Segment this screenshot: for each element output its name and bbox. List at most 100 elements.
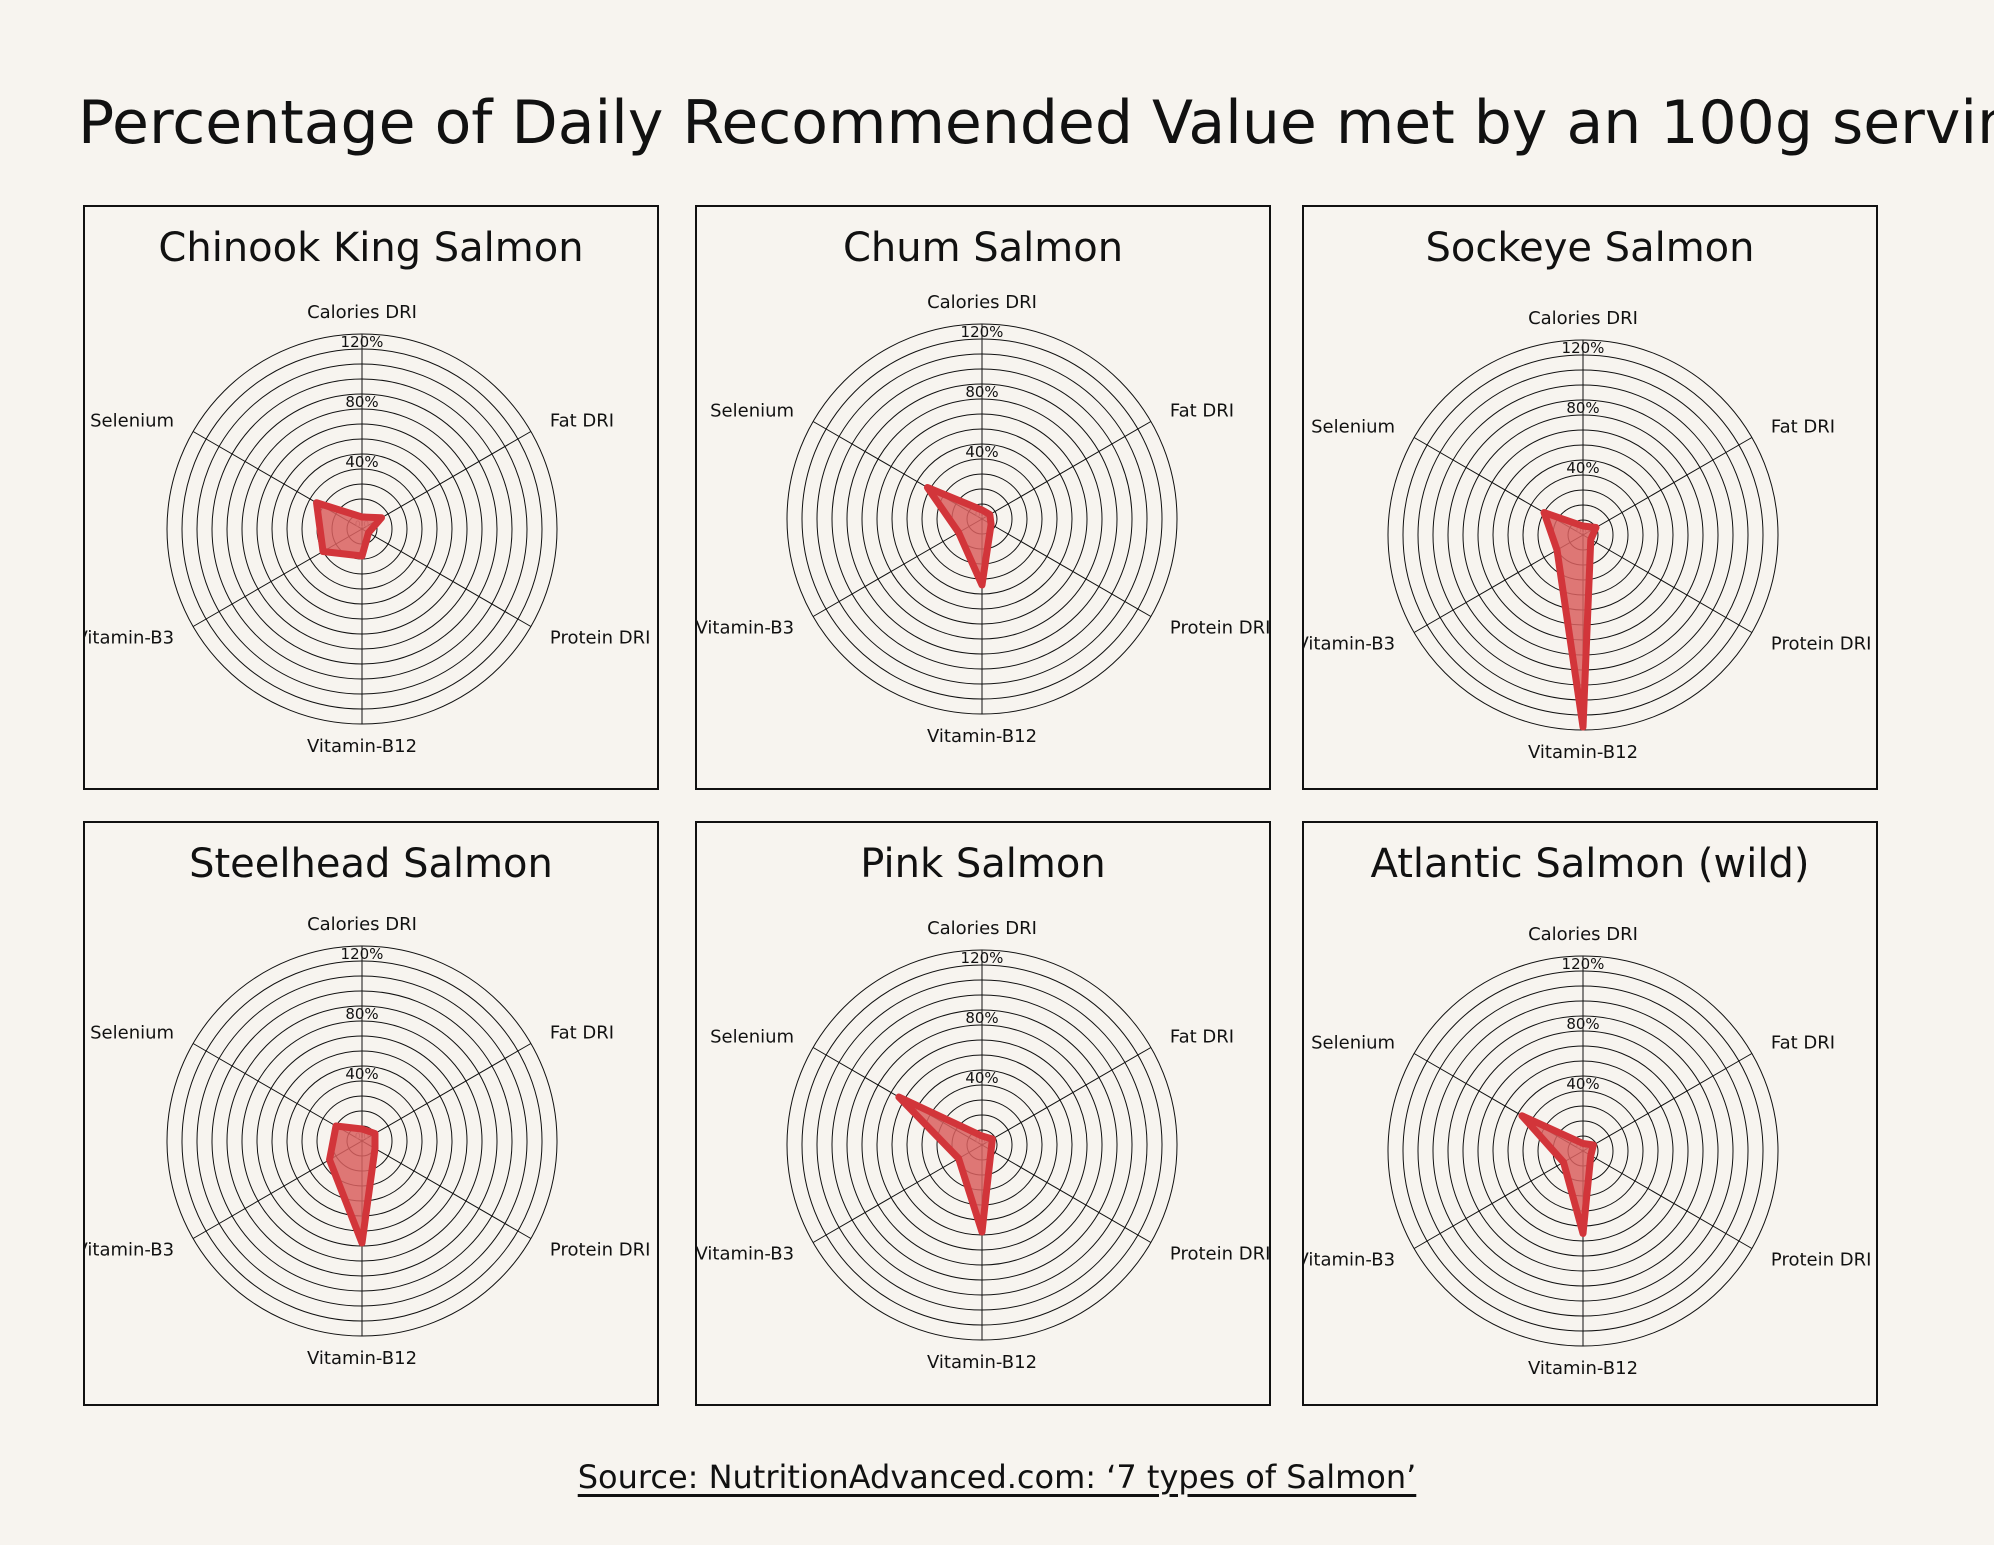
data-point (979, 507, 985, 513)
data-point (1560, 1159, 1567, 1166)
tick-label: 80% (965, 383, 998, 401)
data-point (371, 1130, 378, 1137)
tick-label: 80% (1566, 1015, 1599, 1033)
category-label: Vitamin-B3 (85, 1240, 174, 1261)
data-point (371, 1145, 378, 1152)
chart-panel-pink: Pink Salmon 0.040%80%120%Calories DRIFat… (695, 821, 1271, 1406)
tick-label: 40% (345, 1065, 378, 1083)
tick-label: 80% (1566, 399, 1599, 417)
axis-spoke (361, 1140, 532, 1239)
category-label: Calories DRI (307, 914, 417, 935)
data-series-polygon (895, 1093, 996, 1236)
chart-title: Sockeye Salmon (1425, 225, 1755, 271)
data-point (359, 1240, 365, 1246)
tick-label: 120% (1562, 955, 1605, 973)
data-point (320, 548, 327, 555)
axis-spoke (361, 1043, 532, 1142)
chart-title: Steelhead Salmon (189, 841, 553, 887)
data-series-polygon (326, 1122, 379, 1247)
axis-spoke (1582, 1053, 1753, 1152)
category-label: Protein DRI (1771, 634, 1872, 655)
tick-label: 120% (961, 323, 1004, 341)
data-point (359, 553, 365, 559)
category-label: Protein DRI (550, 1240, 651, 1261)
chart-title: Atlantic Salmon (wild) (1370, 841, 1810, 887)
category-label: Vitamin-B12 (927, 726, 1037, 747)
data-point (979, 1133, 985, 1139)
category-label: Calories DRI (307, 302, 417, 323)
data-point (989, 1136, 996, 1142)
data-point (988, 521, 995, 528)
category-label: Vitamin-B12 (307, 736, 417, 757)
category-label: Protein DRI (1771, 1250, 1872, 1271)
data-point (1580, 724, 1586, 730)
category-label: Fat DRI (1771, 1033, 1835, 1054)
data-point (326, 1156, 333, 1163)
axis-spoke (981, 421, 1152, 520)
category-label: Selenium (710, 1027, 794, 1048)
data-point (1541, 509, 1548, 516)
axis-spoke (1582, 437, 1753, 536)
tick-label: 120% (341, 333, 384, 351)
axis-spoke (981, 518, 1152, 617)
chart-panel-sockeye: Sockeye Salmon 0.040%80%120%Calories DRI… (1302, 205, 1878, 790)
source-link-text: Source: NutritionAdvanced.com: ‘7 types … (577, 1458, 1417, 1496)
tick-label: 80% (965, 1009, 998, 1027)
category-label: Vitamin-B3 (697, 1244, 794, 1265)
data-point (1580, 523, 1586, 529)
data-point (986, 511, 993, 518)
axis-spoke (1582, 534, 1753, 633)
axis-spoke (361, 431, 532, 530)
data-point (988, 1147, 995, 1154)
tick-label: 120% (341, 945, 384, 963)
category-label: Selenium (1311, 417, 1395, 438)
category-label: Vitamin-B12 (1528, 742, 1638, 763)
category-label: Vitamin-B3 (1304, 1250, 1395, 1271)
tick-label: 40% (1566, 459, 1599, 477)
category-label: Protein DRI (1170, 618, 1271, 639)
data-point (979, 582, 985, 588)
category-label: Fat DRI (550, 1023, 614, 1044)
chart-title: Chinook King Salmon (158, 225, 584, 271)
category-label: Selenium (1311, 1033, 1395, 1054)
source-caption: Source: NutritionAdvanced.com: ‘7 types … (0, 1458, 1994, 1496)
category-label: Vitamin-B3 (85, 628, 174, 649)
category-label: Selenium (90, 411, 174, 432)
category-label: Calories DRI (927, 292, 1037, 313)
data-point (895, 1094, 902, 1100)
page-title: Percentage of Daily Recommended Value me… (78, 88, 1994, 158)
axis-spoke (1413, 1150, 1584, 1249)
axis-spoke (1582, 1150, 1753, 1249)
tick-label: 80% (345, 393, 378, 411)
category-label: Selenium (710, 401, 794, 422)
data-point (979, 1229, 985, 1235)
data-point (955, 1155, 962, 1162)
category-label: Fat DRI (1170, 1027, 1234, 1048)
data-point (333, 1123, 340, 1129)
category-label: Vitamin-B12 (1528, 1358, 1638, 1379)
category-label: Vitamin-B12 (307, 1348, 417, 1369)
category-label: Vitamin-B12 (927, 1352, 1037, 1373)
data-point (1587, 536, 1594, 543)
data-point (1590, 1142, 1597, 1148)
data-point (313, 499, 320, 506)
data-point (1587, 1152, 1594, 1159)
axis-spoke (981, 1047, 1152, 1146)
data-series-polygon (313, 499, 385, 560)
chart-title: Pink Salmon (860, 841, 1106, 887)
category-label: Protein DRI (1170, 1244, 1271, 1265)
category-label: Calories DRI (927, 918, 1037, 939)
data-point (955, 529, 962, 536)
tick-label: 40% (345, 453, 378, 471)
category-label: Protein DRI (550, 628, 651, 649)
tick-label: 120% (961, 949, 1004, 967)
category-label: Fat DRI (550, 411, 614, 432)
axis-spoke (812, 1144, 983, 1243)
category-label: Vitamin-B3 (1304, 634, 1395, 655)
axis-spoke (361, 528, 532, 627)
